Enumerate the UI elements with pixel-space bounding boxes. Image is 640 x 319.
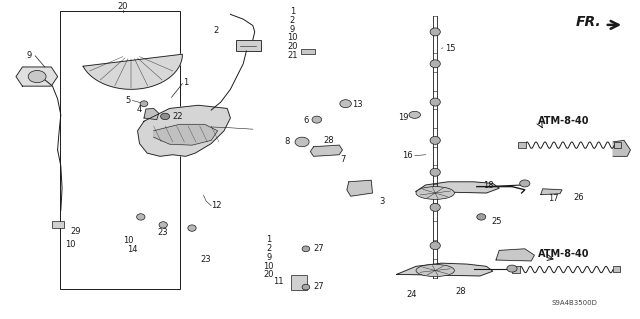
Ellipse shape <box>409 111 420 118</box>
Text: 4: 4 <box>137 105 142 114</box>
Ellipse shape <box>161 113 170 120</box>
Text: 1: 1 <box>290 7 295 16</box>
Text: 17: 17 <box>548 194 559 203</box>
Ellipse shape <box>159 222 168 228</box>
Text: S9A4B3500D: S9A4B3500D <box>552 300 598 306</box>
Text: 1: 1 <box>183 78 188 87</box>
Polygon shape <box>144 108 159 120</box>
Text: 2: 2 <box>290 16 295 25</box>
Ellipse shape <box>430 137 440 144</box>
Text: 28: 28 <box>323 137 334 145</box>
Ellipse shape <box>430 168 440 176</box>
Text: 20: 20 <box>118 2 128 11</box>
Ellipse shape <box>340 100 351 108</box>
Bar <box>613 266 620 272</box>
Text: 6: 6 <box>303 116 308 125</box>
Ellipse shape <box>430 98 440 106</box>
Text: 10: 10 <box>264 262 274 271</box>
Text: 5: 5 <box>125 96 131 105</box>
Bar <box>518 142 526 148</box>
Text: 21: 21 <box>287 51 298 60</box>
Polygon shape <box>541 189 562 195</box>
Polygon shape <box>496 249 534 261</box>
Text: 3: 3 <box>379 197 384 206</box>
Text: 20: 20 <box>287 42 298 51</box>
Text: 11: 11 <box>273 277 284 286</box>
Polygon shape <box>138 105 230 156</box>
Text: ATM-8-40: ATM-8-40 <box>538 249 589 259</box>
Text: 14: 14 <box>127 245 138 254</box>
Ellipse shape <box>430 204 440 211</box>
Text: 7: 7 <box>340 155 346 164</box>
Ellipse shape <box>430 267 440 275</box>
Ellipse shape <box>312 116 322 123</box>
Bar <box>52 221 64 228</box>
Bar <box>236 40 261 51</box>
Ellipse shape <box>477 214 486 220</box>
Polygon shape <box>83 54 182 89</box>
Ellipse shape <box>137 214 145 220</box>
Text: ATM-8-40: ATM-8-40 <box>538 116 589 126</box>
Text: 20: 20 <box>264 271 274 279</box>
Text: 19: 19 <box>398 113 408 122</box>
Text: 26: 26 <box>573 193 584 202</box>
Text: 22: 22 <box>173 112 183 121</box>
Text: 9: 9 <box>290 25 295 33</box>
Text: 25: 25 <box>492 217 502 226</box>
Text: 10: 10 <box>123 236 133 245</box>
Text: 15: 15 <box>445 44 455 53</box>
Polygon shape <box>154 124 218 145</box>
Ellipse shape <box>430 242 440 249</box>
Ellipse shape <box>28 70 46 83</box>
Bar <box>60 11 180 289</box>
Ellipse shape <box>188 225 196 231</box>
Ellipse shape <box>302 284 310 290</box>
Bar <box>291 275 307 290</box>
Polygon shape <box>16 67 58 86</box>
Polygon shape <box>397 263 493 276</box>
Polygon shape <box>416 182 499 193</box>
Ellipse shape <box>302 246 310 252</box>
Text: 8: 8 <box>284 137 289 146</box>
Polygon shape <box>310 145 342 156</box>
Text: 18: 18 <box>483 182 494 190</box>
Text: 27: 27 <box>314 244 324 253</box>
Bar <box>614 142 621 148</box>
Bar <box>512 266 520 273</box>
Ellipse shape <box>416 187 454 199</box>
Ellipse shape <box>140 101 148 107</box>
Text: 1: 1 <box>266 235 271 244</box>
Text: 10: 10 <box>287 33 298 42</box>
Ellipse shape <box>430 28 440 36</box>
Text: 29: 29 <box>70 227 81 236</box>
Text: 9: 9 <box>266 253 271 262</box>
Text: 13: 13 <box>352 100 363 109</box>
Text: 10: 10 <box>65 240 76 249</box>
Bar <box>301 49 315 54</box>
Text: 23: 23 <box>201 255 211 264</box>
Ellipse shape <box>416 264 454 277</box>
Ellipse shape <box>295 137 309 147</box>
Text: 24: 24 <box>406 290 417 299</box>
Text: 27: 27 <box>314 282 324 291</box>
Text: 2: 2 <box>214 26 219 35</box>
Polygon shape <box>347 180 372 196</box>
Text: 23: 23 <box>157 228 168 237</box>
Text: 2: 2 <box>266 244 271 253</box>
Ellipse shape <box>430 60 440 68</box>
Text: 28: 28 <box>456 287 466 296</box>
Ellipse shape <box>507 265 517 272</box>
Text: 9: 9 <box>27 51 32 60</box>
Text: 16: 16 <box>402 151 413 160</box>
Text: 12: 12 <box>211 201 221 210</box>
Polygon shape <box>613 140 630 156</box>
Text: FR.: FR. <box>576 15 602 29</box>
Ellipse shape <box>520 180 530 187</box>
